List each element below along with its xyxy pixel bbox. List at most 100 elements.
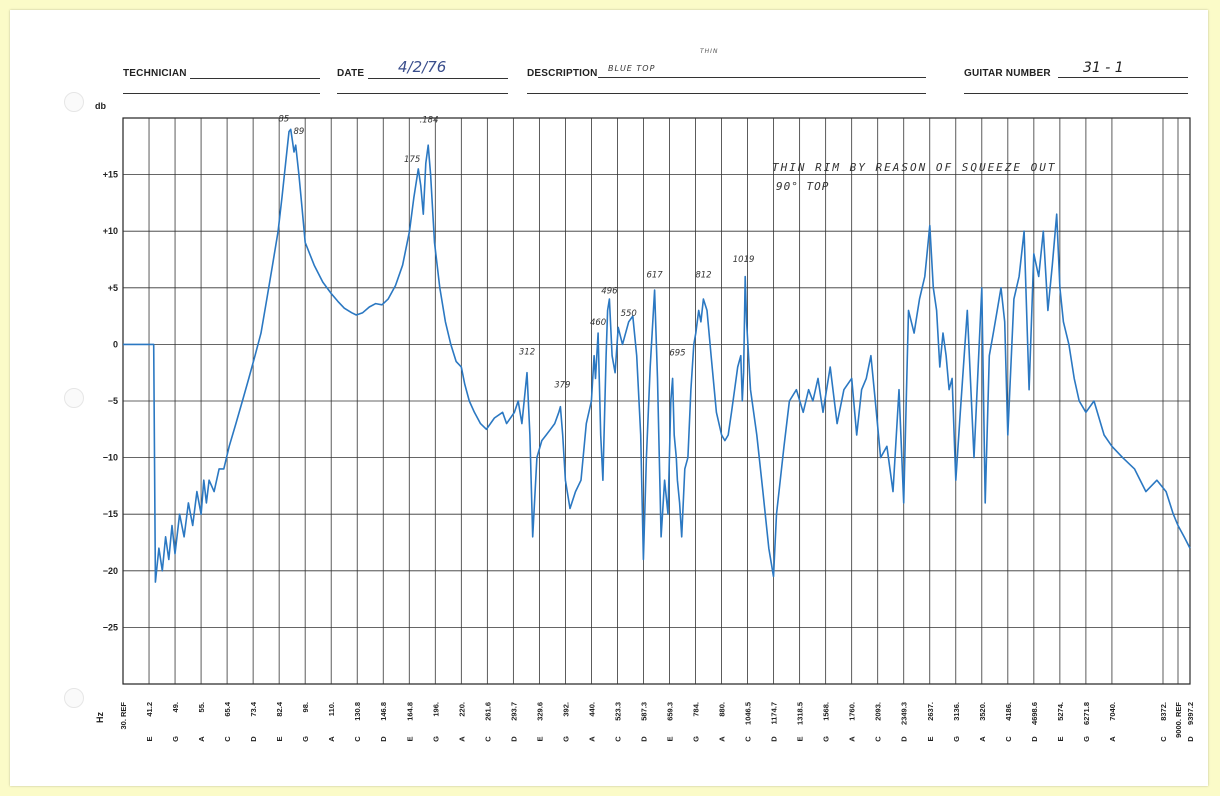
note-thin-rim: THIN RIM BY REASON OF SQUEEZE OUT bbox=[772, 161, 1057, 174]
y-tick-labels: +15 +10 +5 0 −5 −10 −15 −20 −25 bbox=[103, 170, 118, 633]
x-tick-note: A bbox=[327, 736, 336, 742]
note-90-top: 90° TOP bbox=[776, 180, 829, 193]
peak-label: .184 bbox=[420, 116, 439, 126]
x-tick-frequency: 82.4 bbox=[275, 701, 284, 716]
x-tick-note: A bbox=[197, 736, 206, 742]
x-tick-note: E bbox=[535, 736, 544, 741]
x-tick-note: A bbox=[1108, 736, 1117, 742]
date-line-2 bbox=[337, 93, 508, 94]
x-tick-frequency: 659.3 bbox=[666, 702, 675, 721]
y-tick-label: −20 bbox=[103, 566, 118, 576]
x-axis-label: Hz bbox=[95, 712, 105, 723]
x-tick-frequency: 880. bbox=[718, 702, 727, 717]
x-tick-note: E bbox=[145, 736, 154, 741]
x-tick-note: E bbox=[405, 736, 414, 741]
peak-label: 379 bbox=[554, 380, 570, 390]
x-tick-note: E bbox=[1056, 736, 1065, 741]
x-tick-note: A bbox=[718, 736, 727, 742]
x-tick-frequency: 65.4 bbox=[223, 701, 232, 716]
x-tick-note: G bbox=[171, 736, 180, 742]
x-tick-frequency: 4698.6 bbox=[1030, 702, 1039, 725]
x-tick-note: E bbox=[796, 736, 805, 741]
y-tick-label: −10 bbox=[103, 453, 118, 463]
x-tick-frequency: 110. bbox=[327, 702, 336, 716]
date-value: 4/2/76 bbox=[398, 58, 447, 76]
x-tick-note: D bbox=[509, 736, 518, 742]
x-tick-frequency: 3520. bbox=[978, 702, 987, 721]
description-value: BLUE TOP bbox=[608, 64, 656, 73]
description-label: DESCRIPTION bbox=[527, 68, 598, 79]
peak-label: 1019 bbox=[733, 255, 755, 265]
x-tick-note: D bbox=[379, 736, 388, 742]
y-tick-label: +15 bbox=[103, 170, 118, 180]
x-tick-frequency: 196. bbox=[431, 702, 440, 717]
x-tick-frequency: 2349.3 bbox=[900, 702, 909, 725]
peak-label: 695 bbox=[669, 349, 685, 359]
x-tick-frequency: 220. bbox=[457, 702, 466, 717]
x-tick-frequency: 329.6 bbox=[535, 702, 544, 721]
peak-label: 312 bbox=[519, 348, 535, 358]
x-tick-frequency: 41.2 bbox=[145, 702, 154, 717]
x-tick-note: A bbox=[848, 736, 857, 742]
chart-grid bbox=[122, 117, 1191, 685]
x-tick-note: A bbox=[457, 736, 466, 742]
peak-label: 89 bbox=[294, 127, 305, 137]
y-axis-label: db bbox=[95, 101, 106, 111]
x-tick-note: G bbox=[561, 736, 570, 742]
technician-line bbox=[190, 78, 320, 79]
peak-label: 175 bbox=[404, 155, 420, 165]
x-tick-frequency: 392. bbox=[561, 702, 570, 717]
x-tick-frequency: 4186. bbox=[1004, 702, 1013, 721]
x-tick-note: A bbox=[587, 736, 596, 742]
x-tick-frequency: 9000. REF bbox=[1174, 702, 1183, 738]
x-tick-note: D bbox=[1186, 736, 1195, 742]
x-tick-frequency: 7040. bbox=[1108, 702, 1117, 721]
x-tick-frequency: 8372. bbox=[1159, 702, 1168, 721]
response-curve bbox=[123, 128, 1191, 583]
x-tick-note: G bbox=[952, 736, 961, 742]
x-tick-note: C bbox=[223, 736, 232, 742]
x-tick-note: E bbox=[926, 736, 935, 741]
y-tick-label: +5 bbox=[108, 283, 118, 293]
x-tick-note: G bbox=[301, 736, 310, 742]
x-tick-frequency: 784. bbox=[692, 702, 701, 717]
x-tick-frequency: 49. bbox=[171, 702, 180, 712]
y-tick-label: −5 bbox=[108, 396, 118, 406]
x-tick-note: E bbox=[275, 736, 284, 741]
description-note: THIN bbox=[700, 48, 719, 55]
x-tick-frequency: 440. bbox=[587, 702, 596, 717]
y-tick-label: −25 bbox=[103, 622, 118, 632]
x-tick-note: C bbox=[613, 736, 622, 742]
binder-hole bbox=[64, 92, 84, 112]
technician-line-2 bbox=[123, 93, 320, 94]
x-tick-note: G bbox=[431, 736, 440, 742]
x-tick-note: D bbox=[770, 736, 779, 742]
x-tick-note: C bbox=[353, 736, 362, 742]
x-tick-note: C bbox=[1159, 736, 1168, 742]
x-tick-frequency: 146.8 bbox=[379, 702, 388, 721]
x-tick-note: D bbox=[900, 736, 909, 742]
y-tick-label: 0 bbox=[113, 339, 118, 349]
binder-hole bbox=[64, 388, 84, 408]
x-tick-frequency: 30. REF bbox=[119, 702, 128, 730]
x-tick-note: D bbox=[639, 736, 648, 742]
x-tick-frequency: 164.8 bbox=[405, 702, 414, 721]
datasheet-page bbox=[10, 10, 1208, 786]
peak-label: 617 bbox=[646, 271, 663, 281]
x-tick-note: G bbox=[692, 736, 701, 742]
x-tick-frequency: 1568. bbox=[822, 702, 831, 721]
x-tick-frequency: 130.8 bbox=[353, 702, 362, 721]
x-tick-frequency: 5274. bbox=[1056, 702, 1065, 721]
x-tick-frequency: 1046.5 bbox=[744, 702, 753, 725]
x-tick-frequency: 587.3 bbox=[639, 702, 648, 721]
x-tick-frequency: 6271.8 bbox=[1082, 702, 1091, 725]
guitar-number-line bbox=[1058, 77, 1188, 78]
peak-label: 812 bbox=[695, 271, 711, 281]
y-tick-label: +10 bbox=[103, 226, 118, 236]
description-line-2 bbox=[527, 93, 926, 94]
response-curve-layer bbox=[123, 128, 1191, 583]
x-tick-note: A bbox=[978, 736, 987, 742]
x-tick-frequency: 2637. bbox=[926, 702, 935, 721]
x-tick-note: G bbox=[822, 736, 831, 742]
